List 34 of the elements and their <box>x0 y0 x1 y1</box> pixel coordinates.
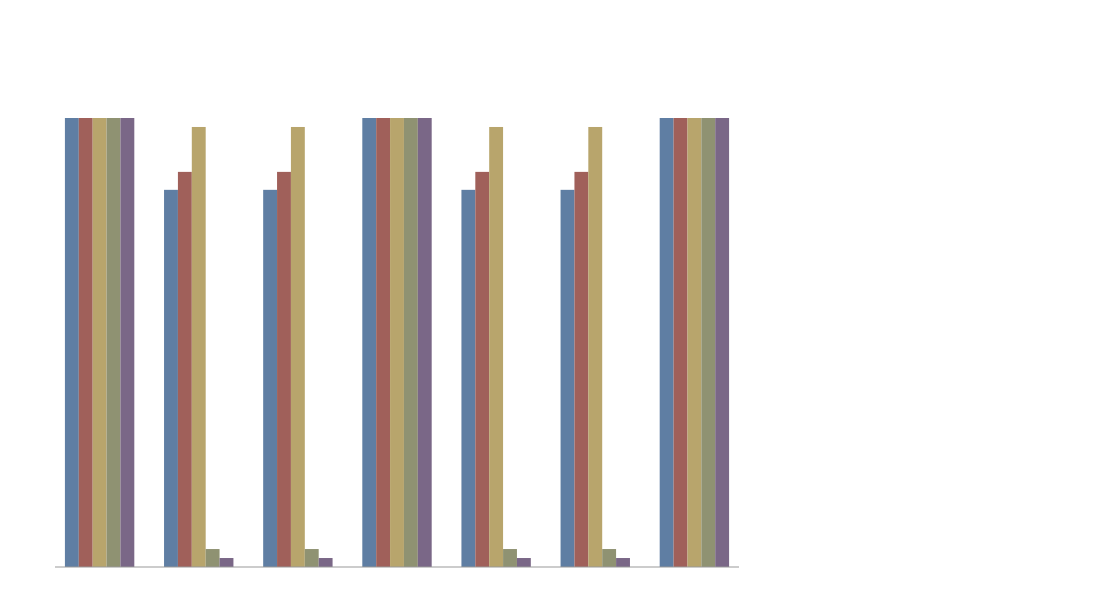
bar <box>403 118 418 567</box>
bar <box>616 558 630 567</box>
bar <box>362 118 377 567</box>
bar <box>659 118 674 567</box>
bar <box>489 126 504 567</box>
bar <box>602 549 617 567</box>
bar <box>290 126 305 567</box>
bar <box>277 171 291 567</box>
bar <box>461 189 476 567</box>
bar <box>715 118 730 567</box>
bar <box>376 118 391 567</box>
bar <box>191 126 206 567</box>
bar <box>475 171 490 567</box>
bar <box>318 558 333 567</box>
bar <box>263 189 278 567</box>
bar <box>588 126 603 567</box>
bar <box>503 549 517 567</box>
bar <box>164 189 178 567</box>
bar <box>205 549 220 567</box>
bar <box>120 118 135 567</box>
bar <box>390 118 404 567</box>
bar <box>106 118 121 567</box>
bar <box>78 118 93 567</box>
bar <box>177 171 192 567</box>
bar <box>560 189 575 567</box>
bar <box>687 118 702 567</box>
bar <box>701 118 716 567</box>
bar <box>574 171 589 567</box>
bar <box>516 558 531 567</box>
bar <box>417 118 432 567</box>
bar <box>673 118 688 567</box>
bar <box>64 118 79 567</box>
bar <box>92 118 107 567</box>
bar <box>304 549 319 567</box>
